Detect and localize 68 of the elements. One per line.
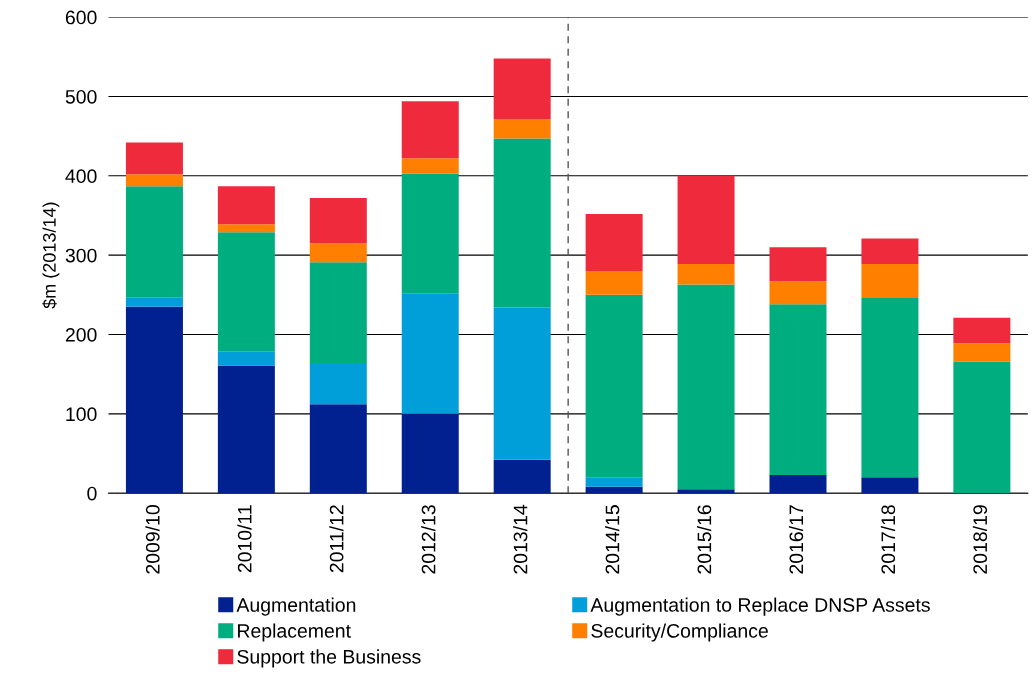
bar bbox=[309, 262, 367, 364]
x-tick-label: 2014/15 bbox=[605, 505, 620, 574]
bar bbox=[401, 158, 459, 174]
bar bbox=[861, 298, 919, 478]
bar bbox=[585, 477, 643, 487]
y-tick-label: 400 bbox=[65, 169, 97, 184]
bar bbox=[861, 263, 919, 299]
legend-label: Replacement bbox=[238, 623, 351, 642]
bar bbox=[309, 198, 367, 244]
bar bbox=[217, 232, 275, 352]
bar bbox=[401, 413, 459, 494]
bar bbox=[769, 304, 827, 475]
bar bbox=[125, 142, 183, 175]
bar bbox=[401, 173, 459, 294]
bar bbox=[401, 293, 459, 414]
bar bbox=[677, 489, 735, 494]
x-tick-label: 2009/10 bbox=[145, 505, 160, 574]
bar bbox=[585, 294, 643, 478]
x-tick-label: 2016/17 bbox=[788, 505, 804, 574]
y-tick-label: 0 bbox=[87, 486, 97, 501]
bar bbox=[217, 224, 275, 233]
legend-label: Security/Compliance bbox=[591, 623, 768, 642]
bar bbox=[953, 343, 1011, 362]
bar bbox=[493, 459, 551, 494]
bar bbox=[125, 297, 183, 307]
bar bbox=[677, 175, 735, 264]
x-tick-label: 2017/18 bbox=[880, 505, 896, 574]
bar bbox=[677, 284, 735, 490]
y-tick-label: 600 bbox=[65, 10, 97, 25]
x-tick-label: 2013/14 bbox=[513, 504, 528, 574]
x-tick-label: 2012/13 bbox=[421, 505, 436, 574]
bar bbox=[217, 186, 275, 225]
y-tick-label: 500 bbox=[65, 89, 97, 104]
legend-label: Support the Business bbox=[237, 649, 421, 668]
bar bbox=[861, 238, 919, 264]
bar bbox=[769, 474, 827, 494]
bar bbox=[585, 486, 643, 494]
legend-label: Augmentation to Replace DNSP Assets bbox=[590, 597, 930, 616]
y-tick-label: 100 bbox=[66, 407, 97, 422]
bar bbox=[769, 247, 827, 282]
bar bbox=[217, 351, 275, 366]
x-tick-label: 2018/19 bbox=[972, 505, 988, 574]
bar bbox=[493, 138, 551, 308]
x-tick-label: 2010/11 bbox=[237, 505, 252, 573]
y-tick-label: 300 bbox=[65, 248, 97, 263]
bar bbox=[309, 363, 367, 405]
y-axis-title: $m (2013/14) bbox=[42, 202, 60, 309]
bar bbox=[585, 271, 643, 295]
x-tick-label: 2015/16 bbox=[696, 505, 712, 574]
bar bbox=[401, 101, 459, 159]
bar bbox=[953, 317, 1011, 344]
bar bbox=[677, 263, 735, 285]
bar bbox=[217, 365, 275, 494]
bar bbox=[309, 404, 367, 494]
bar bbox=[585, 213, 643, 272]
bar bbox=[861, 477, 919, 494]
x-tick-label: 2011/12 bbox=[329, 505, 344, 573]
bar bbox=[769, 281, 827, 305]
bar bbox=[125, 174, 183, 187]
bar bbox=[493, 119, 551, 139]
bar bbox=[309, 243, 367, 263]
bar bbox=[125, 306, 183, 494]
bar bbox=[493, 58, 551, 120]
bar bbox=[953, 361, 1011, 494]
legend-label: Augmentation bbox=[236, 597, 356, 616]
bar bbox=[493, 307, 551, 460]
y-tick-label: 200 bbox=[65, 327, 97, 342]
bar bbox=[125, 186, 183, 298]
